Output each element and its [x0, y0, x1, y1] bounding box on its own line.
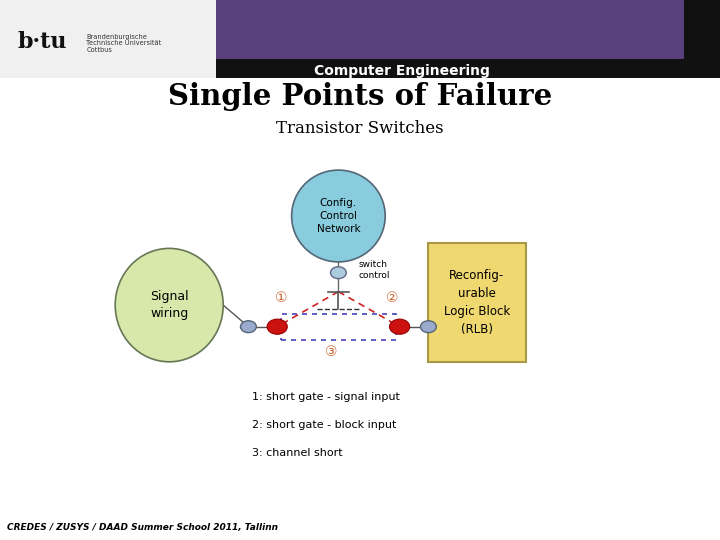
Circle shape: [420, 321, 436, 333]
Text: 1: short gate - signal input: 1: short gate - signal input: [252, 392, 400, 402]
Circle shape: [267, 319, 287, 334]
Text: 3: channel short: 3: channel short: [252, 448, 343, 458]
Text: Config.
Control
Network: Config. Control Network: [317, 198, 360, 234]
Text: Brandenburgische: Brandenburgische: [86, 33, 148, 40]
FancyBboxPatch shape: [0, 0, 216, 78]
Text: 2: short gate - block input: 2: short gate - block input: [252, 420, 397, 430]
Bar: [281, 314, 396, 340]
Circle shape: [390, 319, 410, 334]
Text: ①: ①: [274, 291, 287, 305]
Circle shape: [240, 321, 256, 333]
Text: Signal
wiring: Signal wiring: [150, 290, 189, 320]
FancyBboxPatch shape: [216, 0, 720, 78]
Text: Reconfig-
urable
Logic Block
(RLB): Reconfig- urable Logic Block (RLB): [444, 269, 510, 336]
Text: Technische Universität: Technische Universität: [86, 40, 162, 46]
Bar: [428, 243, 526, 362]
FancyBboxPatch shape: [216, 0, 684, 66]
Text: switch
control: switch control: [359, 260, 390, 280]
Ellipse shape: [292, 170, 385, 262]
Circle shape: [330, 267, 346, 279]
Text: Cottbus: Cottbus: [86, 46, 112, 53]
Text: Computer Engineering: Computer Engineering: [314, 64, 490, 78]
Ellipse shape: [115, 248, 223, 362]
Text: Transistor Switches: Transistor Switches: [276, 120, 444, 137]
Text: ②: ②: [386, 291, 399, 305]
FancyBboxPatch shape: [216, 59, 684, 78]
Text: CREDES / ZUSYS / DAAD Summer School 2011, Tallinn: CREDES / ZUSYS / DAAD Summer School 2011…: [7, 523, 278, 532]
Text: Single Points of Failure: Single Points of Failure: [168, 82, 552, 111]
Text: ③: ③: [325, 345, 338, 359]
Text: b·tu: b·tu: [18, 31, 68, 53]
